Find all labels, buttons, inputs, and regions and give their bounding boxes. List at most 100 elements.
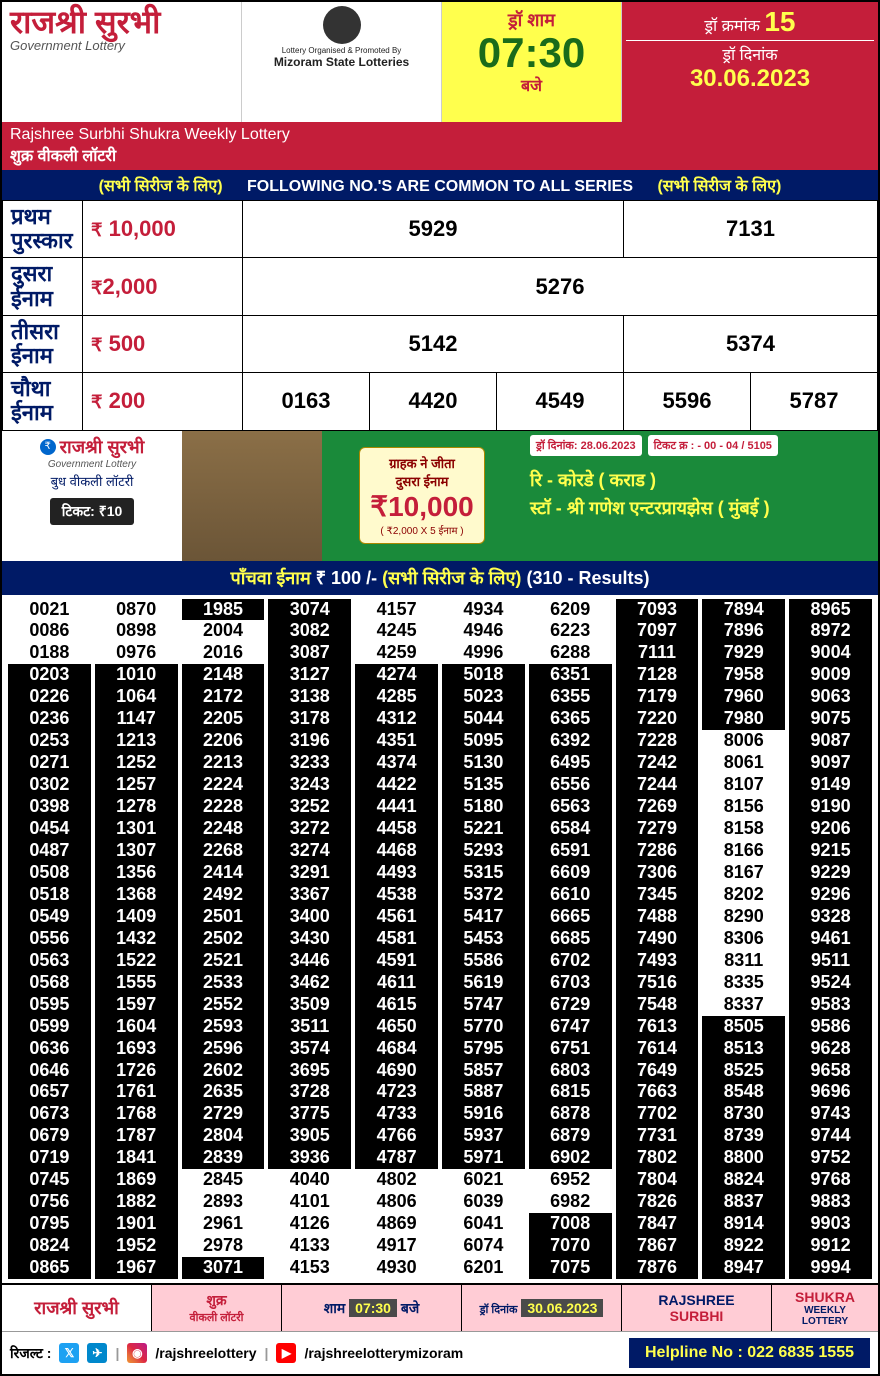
lottery-number: 6355 xyxy=(529,686,612,708)
lottery-number: 7242 xyxy=(616,752,699,774)
lottery-number: 4126 xyxy=(268,1213,351,1235)
lottery-number: 7220 xyxy=(616,708,699,730)
social-handle-1: /rajshreelottery xyxy=(155,1345,256,1361)
lottery-number: 4561 xyxy=(355,906,438,928)
lottery-number: 9206 xyxy=(789,818,872,840)
lottery-number: 4351 xyxy=(355,730,438,752)
lottery-number: 0824 xyxy=(8,1235,91,1257)
lottery-number: 2839 xyxy=(182,1147,265,1169)
lottery-number: 2893 xyxy=(182,1191,265,1213)
lottery-number: 1213 xyxy=(95,730,178,752)
lottery-number: 4917 xyxy=(355,1235,438,1257)
lottery-number: 7306 xyxy=(616,862,699,884)
lottery-number: 9190 xyxy=(789,796,872,818)
first-prize-num-2: 7131 xyxy=(624,201,878,258)
lottery-number: 0657 xyxy=(8,1081,91,1103)
lottery-number: 8166 xyxy=(702,840,785,862)
lottery-number: 1604 xyxy=(95,1016,178,1038)
lottery-number: 2593 xyxy=(182,1016,265,1038)
lottery-number: 1597 xyxy=(95,994,178,1016)
lottery-number: 7075 xyxy=(529,1257,612,1279)
number-column: 0021008601880203022602360253027103020398… xyxy=(8,599,91,1280)
telegram-icon[interactable]: ✈ xyxy=(87,1343,107,1363)
lottery-number: 2206 xyxy=(182,730,265,752)
number-column: 6209622362886351635563656392649565566563… xyxy=(529,599,612,1280)
fourth-prize-num: 5787 xyxy=(751,373,878,430)
lottery-number: 8505 xyxy=(702,1016,785,1038)
organizer-block: Lottery Organised & Promoted By Mizoram … xyxy=(242,2,442,122)
lottery-number: 5018 xyxy=(442,664,525,686)
lottery-number: 0086 xyxy=(8,620,91,642)
fourth-prize-row: चौथा ईनाम ₹ 200 0163 4420 4549 5596 5787 xyxy=(3,373,878,430)
lottery-number: 7008 xyxy=(529,1213,612,1235)
lottery-number: 4133 xyxy=(268,1235,351,1257)
lottery-number: 2268 xyxy=(182,840,265,862)
lottery-number: 9296 xyxy=(789,884,872,906)
lottery-number: 4441 xyxy=(355,796,438,818)
twitter-icon[interactable]: 𝕏 xyxy=(59,1343,79,1363)
lottery-number: 8965 xyxy=(789,599,872,621)
lottery-number: 2205 xyxy=(182,708,265,730)
lottery-number: 1368 xyxy=(95,884,178,906)
lottery-number: 8107 xyxy=(702,774,785,796)
lottery-number: 2804 xyxy=(182,1125,265,1147)
lottery-number: 4040 xyxy=(268,1169,351,1191)
winner-ticket-price: टिकट: ₹10 xyxy=(50,498,135,525)
lottery-number: 4946 xyxy=(442,620,525,642)
lottery-number: 5130 xyxy=(442,752,525,774)
lottery-number: 6610 xyxy=(529,884,612,906)
lottery-number: 3367 xyxy=(268,884,351,906)
lottery-number: 8739 xyxy=(702,1125,785,1147)
footer-time: शाम 07:30 बजे xyxy=(282,1285,462,1331)
lottery-number: 5857 xyxy=(442,1060,525,1082)
instagram-icon[interactable]: ◉ xyxy=(127,1343,147,1363)
draw-time-block: ड्रॉ शाम 07:30 बजे xyxy=(442,2,622,122)
second-prize-label: दुसरा ईनाम xyxy=(3,258,83,315)
number-column: 4934494649965018502350445095513051355180… xyxy=(442,599,525,1280)
draw-info-block: ड्रॉ क्रमांक 15 ड्रॉ दिनांक 30.06.2023 xyxy=(622,2,878,122)
lottery-number: 9586 xyxy=(789,1016,872,1038)
lottery-number: 7802 xyxy=(616,1147,699,1169)
lottery-number: 5221 xyxy=(442,818,525,840)
fifth-prize-numbers: 0021008601880203022602360253027103020398… xyxy=(2,595,878,1284)
winner-draw-date-chip: ड्रॉ दिनांक: 28.06.2023 xyxy=(530,435,642,456)
number-column: 8965897290049009906390759087909791499190… xyxy=(789,599,872,1280)
third-prize-label: तीसरा ईनाम xyxy=(3,315,83,372)
lottery-number: 6747 xyxy=(529,1016,612,1038)
lottery-number: 2552 xyxy=(182,994,265,1016)
lottery-number: 7894 xyxy=(702,599,785,621)
lottery-number: 4581 xyxy=(355,928,438,950)
lottery-number: 2729 xyxy=(182,1103,265,1125)
lottery-number: 5180 xyxy=(442,796,525,818)
lottery-number: 8947 xyxy=(702,1257,785,1279)
lottery-number: 0487 xyxy=(8,840,91,862)
lottery-number: 4930 xyxy=(355,1257,438,1279)
lottery-number: 7876 xyxy=(616,1257,699,1279)
lottery-number: 7179 xyxy=(616,686,699,708)
lottery-number: 3291 xyxy=(268,862,351,884)
lottery-number: 4996 xyxy=(442,642,525,664)
lottery-number: 4312 xyxy=(355,708,438,730)
lottery-number: 3233 xyxy=(268,752,351,774)
lottery-number: 0719 xyxy=(8,1147,91,1169)
lottery-number: 8306 xyxy=(702,928,785,950)
lottery-number: 0398 xyxy=(8,796,91,818)
lottery-number: 0563 xyxy=(8,950,91,972)
lottery-number: 4468 xyxy=(355,840,438,862)
lottery-number: 7070 xyxy=(529,1235,612,1257)
lottery-number: 1841 xyxy=(95,1147,178,1169)
lottery-number: 5971 xyxy=(442,1147,525,1169)
lottery-number: 2016 xyxy=(182,642,265,664)
lottery-number: 9743 xyxy=(789,1103,872,1125)
lottery-number: 8800 xyxy=(702,1147,785,1169)
lottery-number: 5044 xyxy=(442,708,525,730)
lottery-number: 5916 xyxy=(442,1103,525,1125)
lottery-number: 1761 xyxy=(95,1081,178,1103)
lottery-number: 6815 xyxy=(529,1081,612,1103)
lottery-number: 9752 xyxy=(789,1147,872,1169)
lottery-number: 8006 xyxy=(702,730,785,752)
youtube-icon[interactable]: ▶ xyxy=(276,1343,296,1363)
lottery-number: 7345 xyxy=(616,884,699,906)
lottery-number: 0508 xyxy=(8,862,91,884)
lottery-number: 2492 xyxy=(182,884,265,906)
